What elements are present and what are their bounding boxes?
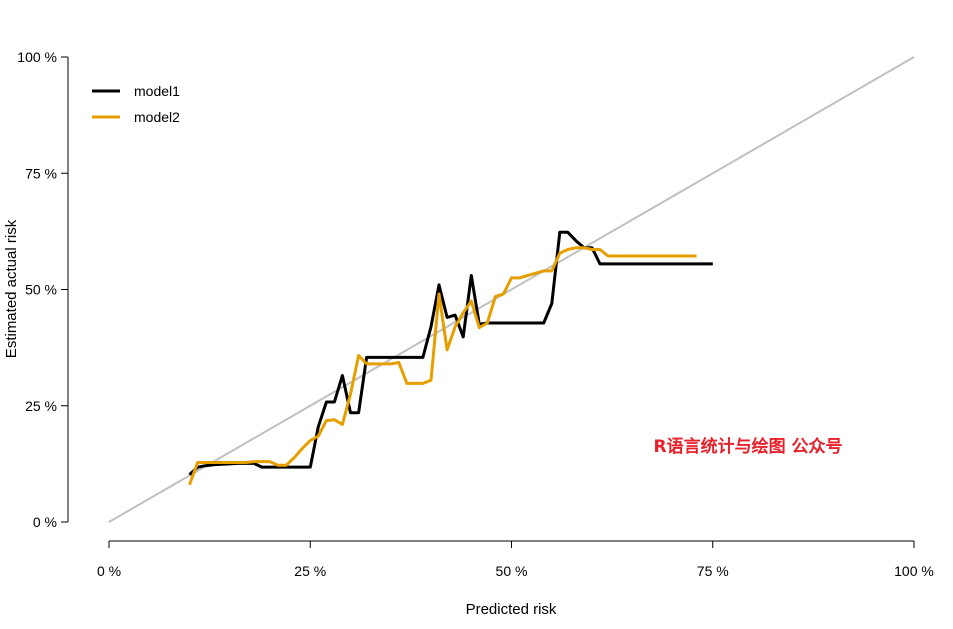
x-tick-label: 75 % <box>697 563 729 579</box>
x-axis-title: Predicted risk <box>466 601 557 618</box>
legend-label-model1: model1 <box>134 83 180 99</box>
x-axis: 0 % 25 % 50 % 75 % 100 % <box>97 540 934 579</box>
reference-diagonal-layer <box>108 56 915 523</box>
x-tick-label: 0 % <box>97 563 121 579</box>
legend: model1 model2 <box>92 83 180 125</box>
series-line-model2 <box>188 246 697 486</box>
series-line-model1 <box>188 230 713 476</box>
y-tick-label: 25 % <box>25 398 57 414</box>
x-tick-label: 50 % <box>496 563 528 579</box>
y-axis: 0 % 25 % 50 % 75 % 100 % <box>17 49 69 530</box>
y-axis-title: Estimated actual risk <box>3 219 20 358</box>
series-layer <box>188 230 713 486</box>
legend-label-model2: model2 <box>134 109 180 125</box>
y-tick-label: 50 % <box>25 282 57 298</box>
reference-diagonal-line <box>108 56 915 523</box>
y-tick-label: 75 % <box>25 165 57 181</box>
y-tick-label: 100 % <box>17 49 57 65</box>
y-tick-label: 0 % <box>33 514 57 530</box>
x-tick-label: 100 % <box>894 563 934 579</box>
watermark-text: R语言统计与绘图 公众号 <box>653 436 842 457</box>
x-tick-label: 25 % <box>294 563 326 579</box>
